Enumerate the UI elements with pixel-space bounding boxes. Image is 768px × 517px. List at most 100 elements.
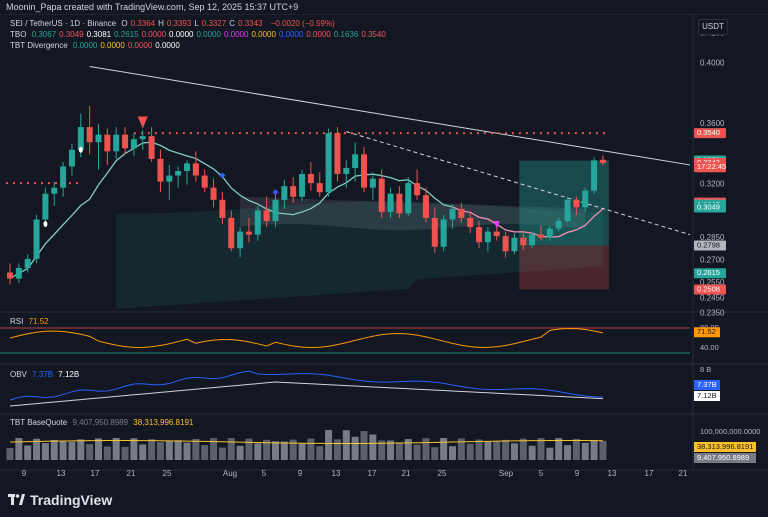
level-dot-lower xyxy=(27,182,29,185)
trendline-resistance xyxy=(89,65,691,166)
volume-bar xyxy=(475,439,483,460)
legend-tbt-div-value: 0.0000 xyxy=(72,41,98,50)
volume-bar xyxy=(378,440,386,460)
level-dot-resistance xyxy=(175,132,178,135)
legend-tbo-value: 0.3540 xyxy=(361,30,386,39)
obv-badge-1 xyxy=(694,380,720,390)
candle-body xyxy=(192,163,199,176)
time-axis-label: 9 xyxy=(575,469,580,478)
level-dot-resistance xyxy=(182,132,185,135)
obv-badge-label: 7.37B xyxy=(697,380,717,389)
time-axis-label: 21 xyxy=(127,469,136,478)
candle-body xyxy=(77,127,84,150)
level-dot-resistance xyxy=(294,132,297,135)
volume-bar xyxy=(510,443,518,460)
level-dot-resistance xyxy=(546,132,549,135)
moving-average-line xyxy=(9,141,453,280)
level-dot-resistance xyxy=(273,132,276,135)
price-tick-label: 0.4000 xyxy=(700,59,725,68)
time-axis-label: 21 xyxy=(679,469,688,478)
candle-body xyxy=(263,210,270,221)
time-axis-label: Aug xyxy=(223,469,237,478)
legend-tbo-value: 0.0000 xyxy=(141,30,167,39)
volume-bar xyxy=(95,438,102,460)
legend-obv-row: OBV 7.37B 7.12B xyxy=(10,370,82,380)
price-badge xyxy=(694,128,726,139)
level-dot-lower xyxy=(69,182,71,185)
level-dot-lower xyxy=(76,182,78,185)
volume-bar xyxy=(156,442,164,460)
volume-bar xyxy=(298,443,306,460)
price-chart[interactable]: 0.42000.40000.36000.32000.28500.27000.25… xyxy=(0,14,768,484)
volume-bar xyxy=(502,439,510,460)
candle-body xyxy=(555,220,562,229)
candle-body xyxy=(33,219,40,259)
candle-body xyxy=(237,231,244,249)
volume-bar xyxy=(422,438,430,460)
candle-body xyxy=(378,178,385,212)
level-dot-resistance xyxy=(476,132,479,135)
level-dot-resistance xyxy=(553,132,556,135)
level-dot-resistance xyxy=(567,132,570,135)
candle-body xyxy=(86,127,93,143)
time-axis-label: 9 xyxy=(22,469,27,478)
candle-body xyxy=(334,133,341,175)
level-dot-resistance xyxy=(420,132,423,135)
candle-body xyxy=(113,134,120,152)
volume-bar xyxy=(387,440,395,460)
candle-body xyxy=(219,199,226,218)
legend-tbo-name: TBO xyxy=(10,30,27,39)
volume-bar xyxy=(466,443,474,460)
price-badge-label: 0.2798 xyxy=(697,241,720,250)
candle-body xyxy=(414,183,421,196)
candle-body xyxy=(325,133,332,193)
legend-tbt-div-name: TBT Divergence xyxy=(10,41,68,50)
candle-body xyxy=(245,231,252,235)
volume-bar xyxy=(307,438,315,460)
legend-tbt-base-value-1: 9,407,950.8989 xyxy=(72,418,129,427)
position-loss-zone xyxy=(519,245,609,290)
volume-bar xyxy=(369,434,377,460)
price-tick-label: 0.2450 xyxy=(700,293,725,302)
legend-ohlc-label: L xyxy=(194,19,199,28)
volume-bar xyxy=(218,447,226,460)
candle-body xyxy=(254,210,261,235)
volume-bar xyxy=(263,439,271,460)
candle-body xyxy=(405,183,412,214)
candle-body xyxy=(352,154,359,168)
buy-signal-triangle xyxy=(582,198,589,206)
volume-bar xyxy=(342,430,350,460)
trendline-dashed xyxy=(346,131,691,236)
candle-body xyxy=(493,231,500,237)
legend-tbo-value: 0.0000 xyxy=(278,30,304,39)
volume-bar xyxy=(24,445,32,460)
level-dot-lower xyxy=(20,182,22,185)
level-dot-resistance xyxy=(280,132,283,135)
legend-symbol: SEI / TetherUS · 1D · Binance xyxy=(10,19,117,28)
volume-bar xyxy=(245,438,253,460)
legend-tbo-value: 0.0000 xyxy=(196,30,221,39)
level-dot-resistance xyxy=(161,132,164,135)
candle-body xyxy=(157,158,164,182)
volume-bar xyxy=(360,431,368,460)
legend-tbo-value: 0.0000 xyxy=(223,30,249,39)
level-dot-resistance xyxy=(154,132,157,135)
tradingview-logo[interactable]: TradingView xyxy=(8,492,112,508)
volume-bar xyxy=(139,444,147,460)
chart-caption: Moonin_Papa created with TradingView.com… xyxy=(0,0,768,14)
volume-bar xyxy=(41,443,49,460)
legend-ohlc-value: 0.3327 xyxy=(201,19,227,28)
legend-obv-value-2: 7.12B xyxy=(58,370,80,379)
volume-bar xyxy=(272,441,279,460)
candle-body xyxy=(122,134,129,149)
price-tick-label: 0.2700 xyxy=(700,255,725,264)
level-dot-resistance xyxy=(462,132,465,135)
currency-button[interactable]: USDT xyxy=(698,19,728,35)
volume-bar xyxy=(404,439,412,460)
legend-ohlc-value: 0.3364 xyxy=(130,19,156,28)
level-dot-lower xyxy=(48,182,50,185)
level-dot-lower xyxy=(34,182,36,185)
candle-body xyxy=(7,272,13,279)
candle-body xyxy=(484,231,491,243)
volume-bar xyxy=(165,440,173,460)
